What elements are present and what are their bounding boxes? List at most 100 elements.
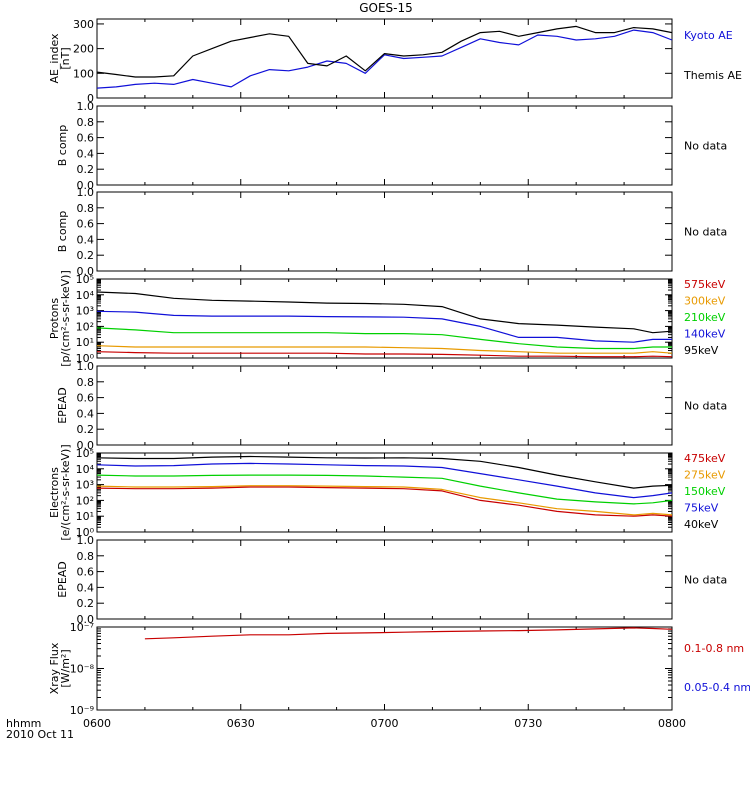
panel-0: 0 100 200 300 AE_index[nT] Kyoto AE Themis AE bbox=[48, 18, 742, 105]
x-axis: 0600 0630 0700 0730 0800 bbox=[83, 717, 686, 730]
y-axis-label: [p/(cm²-s-sr-keV)] bbox=[59, 270, 72, 367]
panel-frame bbox=[96, 626, 673, 711]
x-axis-label-date: 2010 Oct 11 bbox=[6, 728, 74, 741]
legend-entry: 575keV bbox=[684, 278, 726, 291]
y-tick-label: 10⁰ bbox=[76, 526, 95, 539]
no-data-label: No data bbox=[684, 574, 727, 587]
y-axis-label: [W/m²] bbox=[59, 649, 72, 687]
series-275kev bbox=[96, 485, 673, 516]
y-axis-label: AE_index bbox=[48, 33, 61, 84]
y-tick-label: 0.2 bbox=[77, 423, 95, 436]
y-axis-label: [nT] bbox=[59, 47, 72, 69]
legend-entry: 95keV bbox=[684, 344, 719, 357]
y-tick-label: 10² bbox=[76, 320, 94, 333]
y-tick-label: 0.8 bbox=[77, 116, 95, 129]
no-data-label: No data bbox=[684, 226, 727, 239]
y-tick-label: 10¹ bbox=[76, 336, 94, 349]
y-tick-label: 10⁴ bbox=[76, 463, 95, 476]
y-tick-label: 10⁻⁹ bbox=[70, 704, 94, 717]
x-axis-label-time: hhmm bbox=[6, 717, 41, 730]
panel-frame bbox=[96, 365, 673, 446]
panel-7: 10⁻⁹ 10⁻⁸ 10⁻⁷ Xray Flux[W/m²] 0.1-0.8 nm 0.0… bbox=[48, 621, 750, 717]
y-tick-label: 10⁴ bbox=[76, 289, 95, 302]
y-tick-label: 0.6 bbox=[77, 392, 95, 405]
y-tick-label: 0.2 bbox=[77, 597, 95, 610]
panel-frame bbox=[96, 105, 673, 186]
y-tick-label: 0.6 bbox=[77, 218, 95, 231]
x-tick-label: 0630 bbox=[227, 717, 255, 730]
panel-1: 0.0 0.2 0.4 0.6 0.8 1.0 B comp No data bbox=[56, 100, 727, 192]
y-tick-label: 0.2 bbox=[77, 163, 95, 176]
legend-entry: Themis AE bbox=[683, 69, 742, 82]
legend-entry: 0.05-0.4 nm bbox=[684, 681, 750, 694]
series-75kev bbox=[96, 462, 673, 499]
y-tick-label: 10³ bbox=[76, 305, 94, 318]
y-tick-label: 0.8 bbox=[77, 202, 95, 215]
y-axis-label: [e/(cm²-s-sr-keV)] bbox=[59, 444, 72, 540]
series-40kev bbox=[96, 455, 673, 489]
series-300kev bbox=[96, 345, 673, 354]
y-tick-label: 0 bbox=[87, 92, 94, 105]
x-tick-label: 0700 bbox=[371, 717, 399, 730]
y-tick-label: 10⁻⁷ bbox=[70, 621, 94, 634]
legend-entry: 140keV bbox=[684, 328, 726, 341]
y-tick-label: 1.0 bbox=[77, 100, 95, 113]
y-tick-label: 0.4 bbox=[77, 147, 95, 160]
legend-entry: 475keV bbox=[684, 452, 726, 465]
y-tick-label: 100 bbox=[73, 67, 94, 80]
y-axis-label: EPEAD bbox=[56, 387, 69, 424]
legend-entry: 300keV bbox=[684, 295, 726, 308]
y-tick-label: 1.0 bbox=[77, 186, 95, 199]
y-tick-label: 0.4 bbox=[77, 407, 95, 420]
y-tick-label: 10³ bbox=[76, 479, 94, 492]
panel-frame bbox=[96, 278, 673, 359]
y-tick-label: 0.4 bbox=[77, 233, 95, 246]
series-0-1-0-8-nm bbox=[144, 627, 673, 640]
panel-3: 10⁰ 10¹ 10² 10³ 10⁴ 10⁵ Protons[p/(cm²-s-sr-ke… bbox=[48, 270, 726, 367]
panel-frame bbox=[96, 539, 673, 620]
y-tick-label: 1.0 bbox=[77, 534, 95, 547]
panel-6: 0.0 0.2 0.4 0.6 0.8 1.0 EPEAD No data bbox=[56, 534, 727, 626]
y-axis-label: B comp bbox=[56, 211, 69, 253]
series-140kev bbox=[96, 310, 672, 343]
y-tick-label: 10² bbox=[76, 494, 94, 507]
y-tick-label: 0.4 bbox=[77, 581, 95, 594]
panel-frame bbox=[96, 191, 673, 272]
legend-entry: 150keV bbox=[684, 485, 726, 498]
x-tick-label: 0800 bbox=[658, 717, 686, 730]
y-tick-label: 10⁰ bbox=[76, 352, 95, 365]
series-575kev bbox=[96, 351, 673, 358]
series-themis-ae bbox=[96, 25, 673, 78]
figure-title: GOES-15 bbox=[359, 1, 413, 15]
y-tick-label: 0.0 bbox=[77, 265, 95, 278]
series-475kev bbox=[96, 486, 673, 517]
y-tick-label: 10⁵ bbox=[76, 447, 94, 460]
x-tick-label: 0600 bbox=[83, 717, 111, 730]
y-tick-label: 200 bbox=[73, 43, 94, 56]
panel-frame bbox=[96, 18, 673, 99]
panel-5: 10⁰ 10¹ 10² 10³ 10⁴ 10⁵ Electrons[e/(cm²-s-sr-… bbox=[48, 444, 726, 540]
y-tick-label: 0.0 bbox=[77, 439, 95, 452]
series-210kev bbox=[96, 327, 672, 350]
y-axis-label: Xray Flux bbox=[48, 642, 61, 694]
legend-entry: Kyoto AE bbox=[684, 29, 733, 42]
y-tick-label: 0.6 bbox=[77, 566, 95, 579]
y-tick-label: 0.6 bbox=[77, 132, 95, 145]
y-tick-label: 10⁵ bbox=[76, 273, 94, 286]
legend-entry: 40keV bbox=[684, 518, 719, 531]
y-tick-label: 0.8 bbox=[77, 550, 95, 563]
y-axis-label: EPEAD bbox=[56, 561, 69, 598]
series-95kev bbox=[96, 291, 673, 334]
series-150kev bbox=[96, 474, 673, 505]
y-tick-label: 300 bbox=[73, 18, 94, 31]
y-tick-label: 0.8 bbox=[77, 376, 95, 389]
legend-entry: 210keV bbox=[684, 311, 726, 324]
y-tick-label: 0.0 bbox=[77, 179, 95, 192]
panel-4: 0.0 0.2 0.4 0.6 0.8 1.0 EPEAD No data bbox=[56, 360, 727, 452]
y-tick-label: 0.0 bbox=[77, 613, 95, 626]
y-axis-label: Electrons bbox=[48, 467, 61, 518]
panel-2: 0.0 0.2 0.4 0.6 0.8 1.0 B comp No data bbox=[56, 186, 727, 278]
y-tick-label: 10¹ bbox=[76, 510, 94, 523]
